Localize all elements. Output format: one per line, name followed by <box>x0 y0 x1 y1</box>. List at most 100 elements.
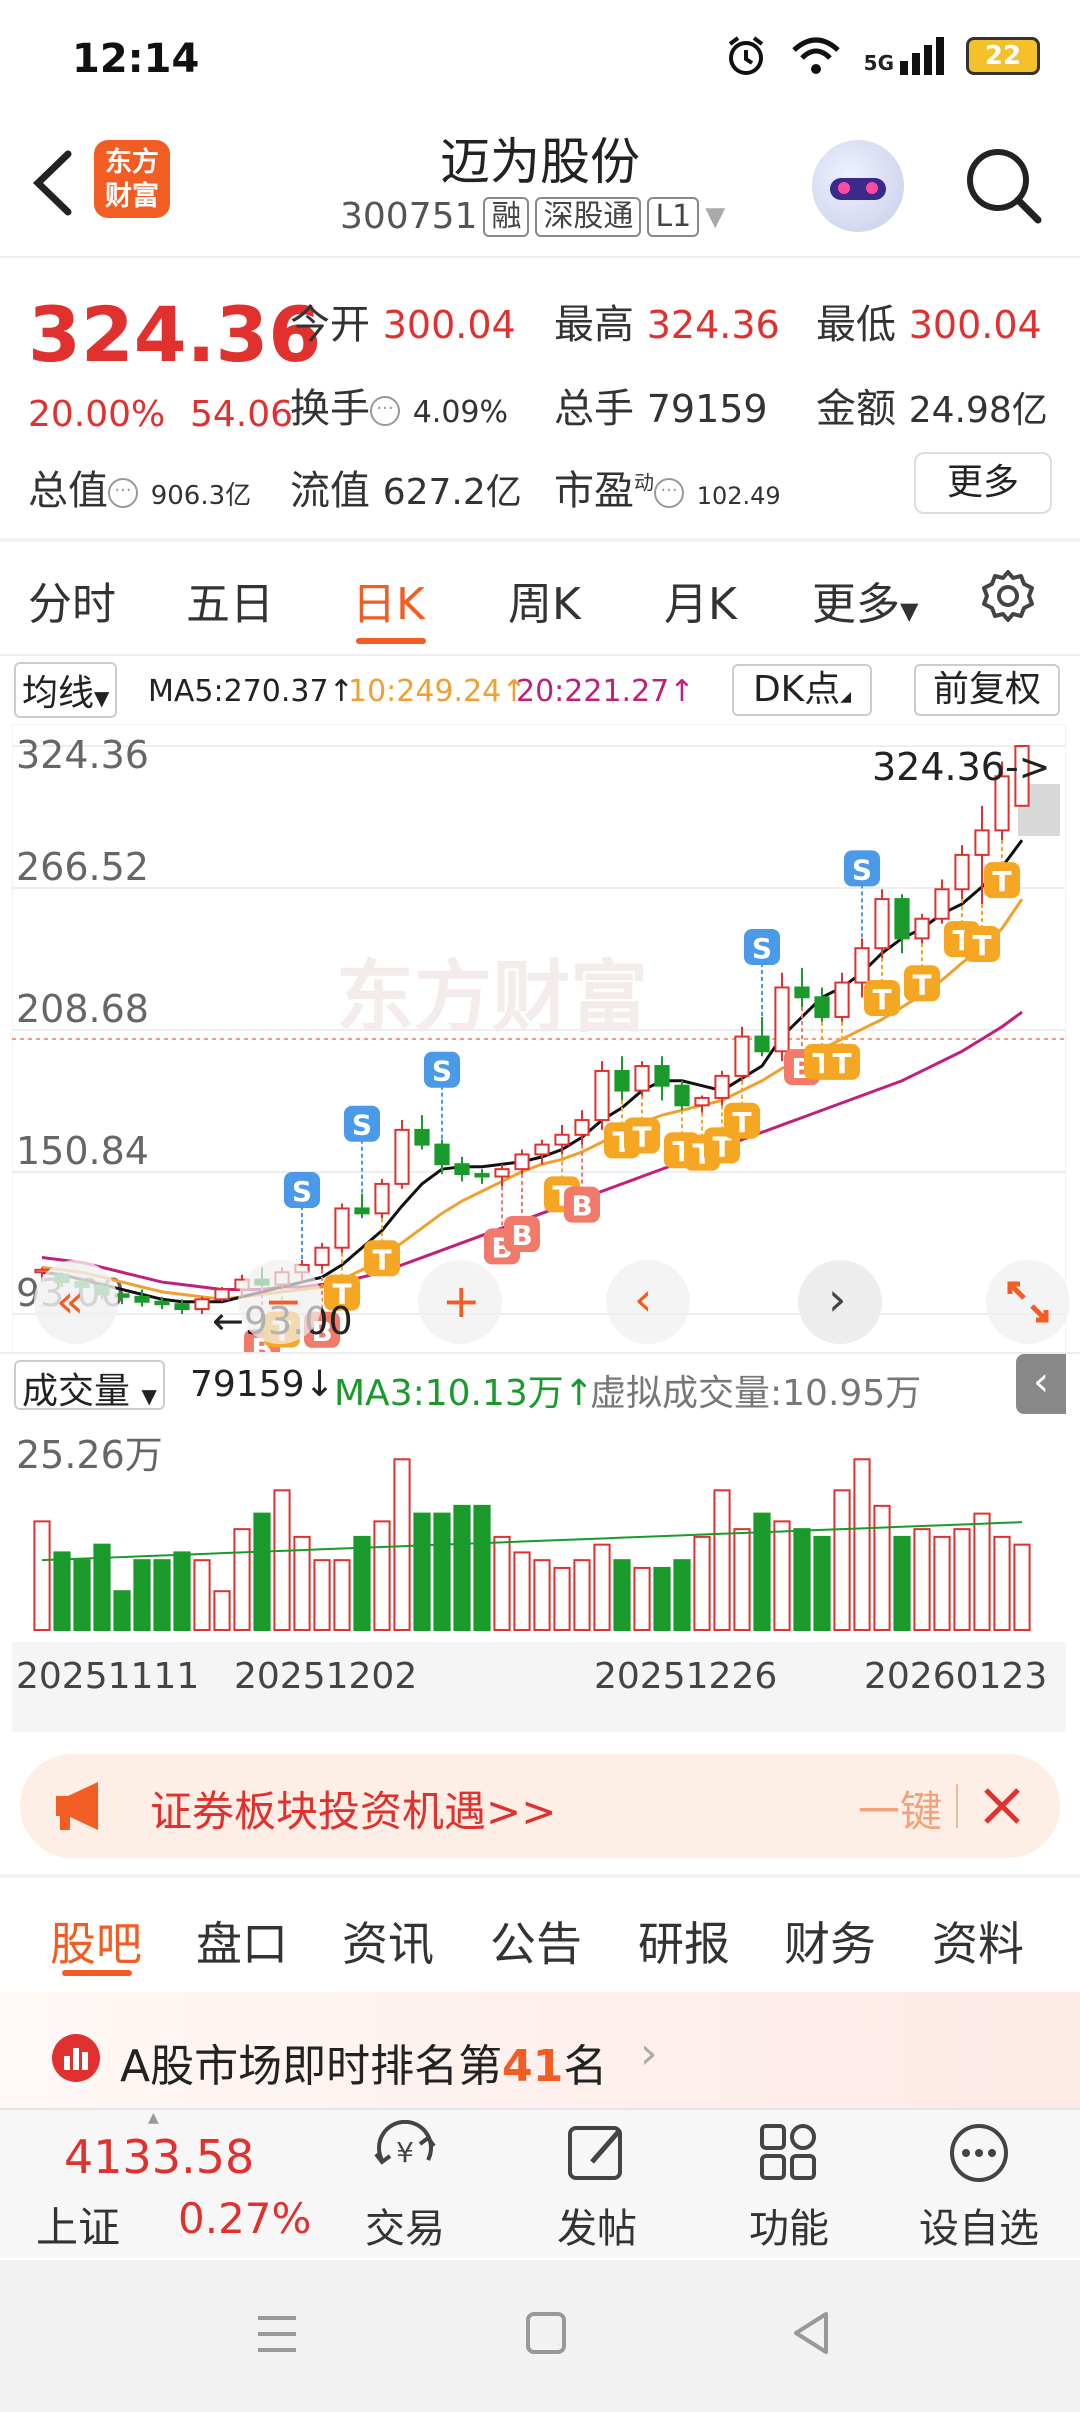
signal-label: T <box>332 1278 351 1311</box>
candle-body <box>934 888 950 920</box>
volume-value: 79159↓ <box>190 1364 335 1405</box>
candle-body <box>874 898 890 950</box>
search-icon[interactable] <box>960 142 1046 228</box>
chevron-down-icon: ▼ <box>900 597 919 625</box>
back-arrow-icon[interactable] <box>24 148 84 218</box>
tab-news[interactable]: 资讯 <box>342 1917 434 1971</box>
tabs-divider <box>0 654 1080 656</box>
system-nav-bar <box>0 2260 1080 2412</box>
tab-profile[interactable]: 资料 <box>932 1917 1024 1971</box>
tab-research[interactable]: 研报 <box>638 1917 730 1971</box>
section-divider <box>0 1874 1080 1878</box>
volume-indicator-selector[interactable]: 成交量 ▼ <box>14 1360 165 1412</box>
signal-marker <box>564 1186 600 1223</box>
signal-label: T <box>992 865 1011 898</box>
tab-forum[interactable]: 股吧 <box>50 1917 142 1971</box>
more-quote-button[interactable]: 更多 <box>914 452 1052 514</box>
quote-divider <box>0 538 1080 542</box>
home-icon[interactable] <box>522 2308 570 2358</box>
volume-bar <box>693 1535 711 1631</box>
battery-indicator: 22 <box>966 37 1040 75</box>
edit-post-icon <box>568 2126 622 2180</box>
volume-bar <box>373 1520 391 1631</box>
tab-monthly-k[interactable]: 月K <box>664 579 737 630</box>
signal-marker <box>624 1117 660 1154</box>
menu-icon[interactable] <box>252 2310 302 2358</box>
nav-add-watchlist[interactable]: 设自选 <box>904 2120 1054 2254</box>
status-icons: 5G 22 <box>724 34 1040 78</box>
pe-item[interactable]: 市盈动 ··· 102.49 <box>554 468 781 514</box>
mktcap-item[interactable]: 总值 ··· 906.3亿 <box>28 468 252 514</box>
signal-label: T <box>372 1243 391 1276</box>
candle-body <box>194 1298 210 1311</box>
ma5-value: MA5:270.37↑ <box>148 674 354 709</box>
volume-bar <box>33 1520 51 1631</box>
candle-body <box>354 1207 370 1215</box>
date-axis: 20251111 20251202 20251226 20260123 <box>12 1642 1066 1732</box>
assistant-robot-icon[interactable] <box>812 140 904 232</box>
banner-action[interactable]: 一键 <box>858 1787 943 1836</box>
scroll-left-button[interactable]: ‹ <box>606 1260 690 1344</box>
dk-point-button[interactable]: DK点◢ <box>732 664 872 716</box>
header-divider <box>0 256 1080 258</box>
nav-functions[interactable]: 功能 <box>714 2120 864 2254</box>
index-value[interactable]: 4133.58 <box>64 2130 255 2184</box>
turnover-item[interactable]: 换手 ··· 4.09% <box>290 386 509 432</box>
volume-item: 总手 79159 <box>554 386 768 432</box>
market-rank-banner[interactable]: A股市场即时排名第41名 › <box>0 1992 1080 2108</box>
candle-body <box>554 1133 570 1146</box>
tab-finance[interactable]: 财务 <box>784 1917 876 1971</box>
candle-body <box>794 986 810 999</box>
tag-level: L1 <box>647 196 700 237</box>
candlestick-chart[interactable]: 东方财富324.36266.52208.68150.8493.00BTSBTST… <box>12 724 1066 1354</box>
signal-label: S <box>752 932 772 965</box>
tab-daily-k[interactable]: 日K <box>352 579 425 630</box>
volume-bar <box>473 1504 491 1631</box>
bottom-tab-underline <box>62 1970 132 1976</box>
y-tick-label: 266.52 <box>16 845 149 889</box>
signal-marker <box>964 926 1000 963</box>
tab-underline <box>356 638 426 644</box>
current-price: 324.36 <box>28 290 322 379</box>
settings-gear-icon[interactable] <box>980 568 1036 624</box>
promo-banner[interactable]: 证券板块投资机遇>> 一键 <box>20 1754 1060 1858</box>
volume-bar <box>53 1551 71 1631</box>
zoom-out-button[interactable]: − <box>238 1260 322 1344</box>
fullscreen-button[interactable] <box>986 1260 1070 1344</box>
amount-item: 金额 24.98亿 <box>816 386 1048 432</box>
volume-bar <box>953 1528 971 1631</box>
tab-more[interactable]: 更多▼ <box>812 579 919 630</box>
rank-icon <box>52 2034 100 2082</box>
tab-announcements[interactable]: 公告 <box>490 1917 582 1971</box>
banner-separator <box>956 1784 958 1828</box>
volume-bar <box>193 1559 211 1632</box>
scroll-left-fast-button[interactable]: « <box>34 1260 118 1344</box>
volume-bar <box>293 1535 311 1631</box>
scroll-right-button[interactable]: › <box>798 1260 882 1344</box>
tab-intraday[interactable]: 分时 <box>28 579 116 630</box>
corner-arrow-icon: ◢ <box>840 689 852 705</box>
bottom-nav <box>0 2108 1080 2258</box>
signal-marker <box>284 1171 320 1208</box>
indicator-selector[interactable]: 均线▼ <box>14 662 118 718</box>
nav-post[interactable]: 发帖 <box>522 2120 672 2254</box>
tab-five-day[interactable]: 五日 <box>186 579 274 630</box>
double-chevron-left-icon: « <box>56 1274 85 1328</box>
collapse-panel-button[interactable]: ‹ <box>1016 1354 1066 1414</box>
stock-code-row[interactable]: 300751 融 深股通 L1 ▼ <box>340 196 725 237</box>
network-type: 5G <box>863 51 894 75</box>
grid-apps-icon <box>760 2124 816 2180</box>
back-icon[interactable] <box>786 2308 836 2358</box>
volume-bar <box>913 1528 931 1631</box>
nav-trade[interactable]: ¥ 交易 <box>330 2119 480 2254</box>
last-price-label: 324.36-> <box>872 745 1051 789</box>
tab-orderbook[interactable]: 盘口 <box>196 1917 288 1971</box>
adjust-price-button[interactable]: 前复权 <box>914 664 1060 716</box>
zoom-in-button[interactable]: + <box>418 1260 502 1344</box>
candle-body <box>474 1173 490 1178</box>
signal-label: S <box>432 1055 452 1088</box>
candle-body <box>1014 745 1030 807</box>
tab-weekly-k[interactable]: 周K <box>508 579 581 630</box>
close-icon[interactable] <box>978 1782 1026 1830</box>
volume-bar <box>873 1504 891 1631</box>
